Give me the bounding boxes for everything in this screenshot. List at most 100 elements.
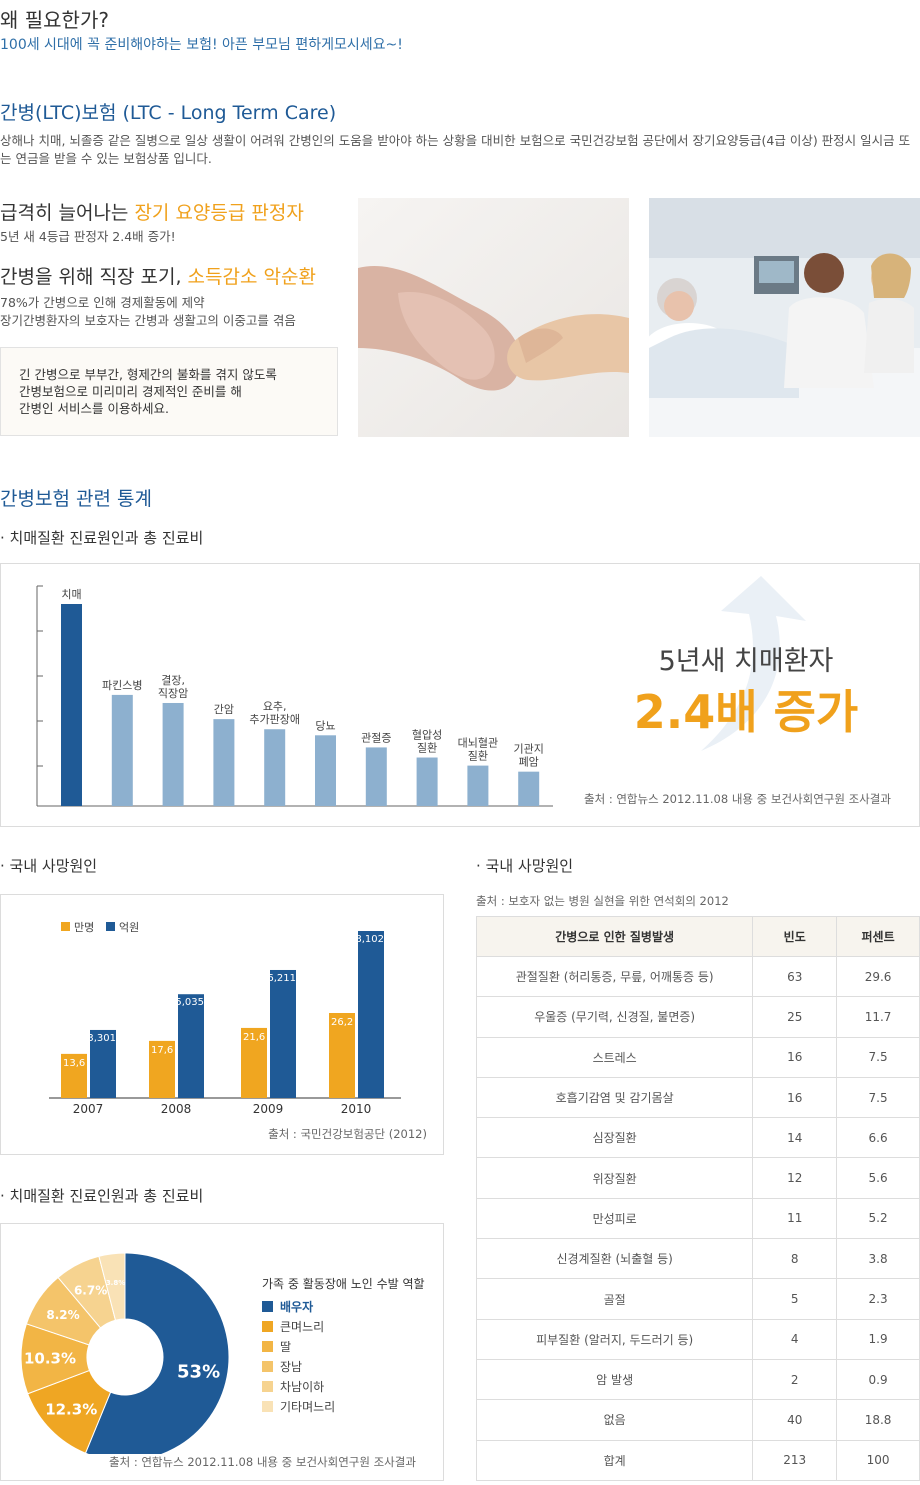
- pie-slice-label: 53%: [177, 1362, 220, 1383]
- year-label: 2010: [341, 1102, 372, 1115]
- year-label: 2009: [253, 1102, 284, 1115]
- cell-illness: 없음: [475, 1399, 754, 1441]
- table-row: 만성피로 11 5.2: [475, 1197, 920, 1240]
- highlight-line-1: 5년새 치매환자: [658, 646, 834, 677]
- pie-legend-item: 장남: [262, 1356, 335, 1376]
- point-2-line-1: 78%가 간병으로 인해 경제활동에 제약: [0, 295, 205, 310]
- cell-percent: 6.6: [836, 1117, 920, 1159]
- value-label: 21,6: [243, 1032, 265, 1043]
- cell-illness: 골절: [475, 1278, 754, 1320]
- cell-frequency: 16: [752, 1036, 838, 1078]
- section-dementia-care-title: · 치매질환 진료인원과 총 진료비: [0, 1187, 204, 1205]
- chart2-source: 출처 : 국민건강보험공단 (2012): [268, 1127, 427, 1141]
- bar: [111, 694, 133, 806]
- table-row: 위장질환 12 5.6: [475, 1157, 920, 1199]
- value-label: 8,102: [355, 934, 384, 945]
- table-row: 없음 40 18.8: [475, 1399, 920, 1441]
- legend-label: 기타며느리: [280, 1399, 336, 1414]
- bar-cost: [358, 931, 384, 1098]
- cell-illness: 만성피로: [475, 1197, 754, 1240]
- table-row: 심장질환 14 6.6: [475, 1117, 920, 1159]
- bar: [213, 719, 235, 806]
- table-row: 우울증 (무기력, 신경질, 불면증) 25 11.7: [475, 996, 920, 1038]
- category-label: 기관지: [514, 743, 544, 756]
- bar: [315, 735, 336, 806]
- cell-frequency: 5: [752, 1278, 838, 1320]
- legend-swatch: [262, 1400, 273, 1412]
- pie-slice-label: 12.3%: [45, 1400, 97, 1418]
- table-row: 피부질환 (알러지, 두드러기 등) 4 1.9: [475, 1318, 920, 1360]
- category-label: 직장암: [158, 687, 188, 700]
- col-frequency-header: 빈도: [752, 916, 838, 957]
- value-label: 6,211: [267, 973, 296, 984]
- bar-patients: [61, 1053, 87, 1098]
- bar-patients: [149, 1040, 175, 1098]
- point-1-line: 5년 새 4등급 판정자 2.4배 증가!: [0, 229, 176, 244]
- col-illness-header: 간병으로 인한 질병발생: [475, 916, 754, 957]
- table-row: 스트레스 16 7.5: [475, 1036, 920, 1078]
- legend-label: 만명: [74, 921, 94, 934]
- care-role-pie-chart: 53% 12.3% 10.3% 8.2% 6.7%3.8%: [20, 1252, 230, 1454]
- cell-percent: 5.6: [836, 1157, 920, 1199]
- value-label: 17,6: [151, 1045, 173, 1056]
- category-label: 치매: [61, 588, 81, 601]
- cell-illness: 암 발생: [475, 1358, 754, 1401]
- category-label: 폐암: [519, 756, 539, 769]
- cell-percent: 18.8: [836, 1399, 920, 1441]
- bar-patients: [329, 1013, 355, 1098]
- legend-swatch: [262, 1380, 273, 1392]
- legend-label: 억원: [119, 921, 139, 934]
- pie-slice: [84, 1252, 230, 1454]
- legend-swatch: [262, 1320, 273, 1332]
- col-percent-header: 퍼센트: [836, 916, 920, 957]
- section-death-causes-title: · 국내 사망원인: [0, 857, 98, 875]
- legend-label: 장남: [280, 1359, 303, 1374]
- cell-frequency: 8: [752, 1238, 838, 1280]
- cell-percent: 0.9: [836, 1358, 920, 1401]
- bar: [162, 702, 184, 806]
- legend-swatch: [262, 1340, 273, 1352]
- chart3-source: 출처 : 연합뉴스 2012.11.08 내용 중 보건사회연구원 조사결과: [109, 1455, 416, 1469]
- cell-frequency: 2: [752, 1358, 838, 1401]
- cell-percent: 3.8: [836, 1238, 920, 1280]
- patients-cost-bar-chart: 만명 억원 13,6 3,301 2007 17,6 5,035 2008 21,6 6,211 2…: [49, 921, 401, 1115]
- pie-legend: 배우자 큰며느리 딸 장남 차남이하 기타며느리: [262, 1296, 335, 1416]
- highlight-source: 출처 : 연합뉴스 2012.11.08 내용 중 보건사회연구원 조사결과: [584, 792, 891, 806]
- cell-frequency: 63: [752, 955, 838, 998]
- cell-frequency: 4: [752, 1318, 838, 1360]
- bar: [61, 604, 82, 806]
- legend-label: 딸: [280, 1339, 292, 1354]
- bar-patients: [241, 1027, 267, 1098]
- pie-legend-title: 가족 중 활동장애 노인 수발 역할: [262, 1277, 425, 1291]
- cell-illness: 합계: [475, 1439, 754, 1481]
- point-1-highlight: 장기 요양등급 판정자: [134, 202, 304, 224]
- hospital-family-photo: [649, 198, 920, 437]
- table-row: 관절질환 (허리통증, 무릎, 어깨통증 등) 63 29.6: [475, 955, 920, 998]
- category-label: 질환: [417, 742, 437, 755]
- patients-cost-panel: 만명 억원 13,6 3,301 2007 17,6 5,035 2008 21,6 6,211 2…: [0, 894, 444, 1155]
- cell-percent: 1.9: [836, 1318, 920, 1360]
- pie-legend-item: 차남이하: [262, 1376, 335, 1396]
- legend-swatch: [61, 922, 70, 931]
- category-label: 간암: [214, 703, 234, 716]
- table-header-row: 간병으로 인한 질병발생 빈도 퍼센트: [475, 916, 920, 957]
- cell-percent: 7.5: [836, 1036, 920, 1078]
- section-death-causes-title-2: · 국내 사망원인: [476, 857, 574, 875]
- pie-slice-label: 3.8%: [106, 1279, 125, 1287]
- bar-cost: [90, 1029, 116, 1098]
- pie-legend-item: 딸: [262, 1336, 335, 1356]
- category-label: 혈압성: [412, 728, 442, 742]
- cell-percent: 11.7: [836, 996, 920, 1038]
- care-role-panel: 53% 12.3% 10.3% 8.2% 6.7% 3.8% 가족 중 활동장애 노인 수…: [0, 1223, 444, 1481]
- dementia-causes-panel: 치매 파킨스병 결장, 직장암 간암 요추, 추가판장애 당뇨 관절증 혈압성 질환 대뇌혈관 질환 기관…: [0, 563, 920, 827]
- point-1-title-text: 급격히 늘어나는: [0, 202, 135, 224]
- cell-frequency: 213: [752, 1439, 838, 1481]
- category-label: 관절증: [361, 731, 391, 744]
- stats-title: 간병보험 관련 통계: [0, 488, 152, 510]
- pie-legend-item: 기타며느리: [262, 1396, 335, 1416]
- pie-legend-item: 큰며느리: [262, 1316, 335, 1336]
- cell-percent: 29.6: [836, 955, 920, 998]
- cell-percent: 5.2: [836, 1197, 920, 1240]
- cell-illness: 심장질환: [475, 1117, 754, 1159]
